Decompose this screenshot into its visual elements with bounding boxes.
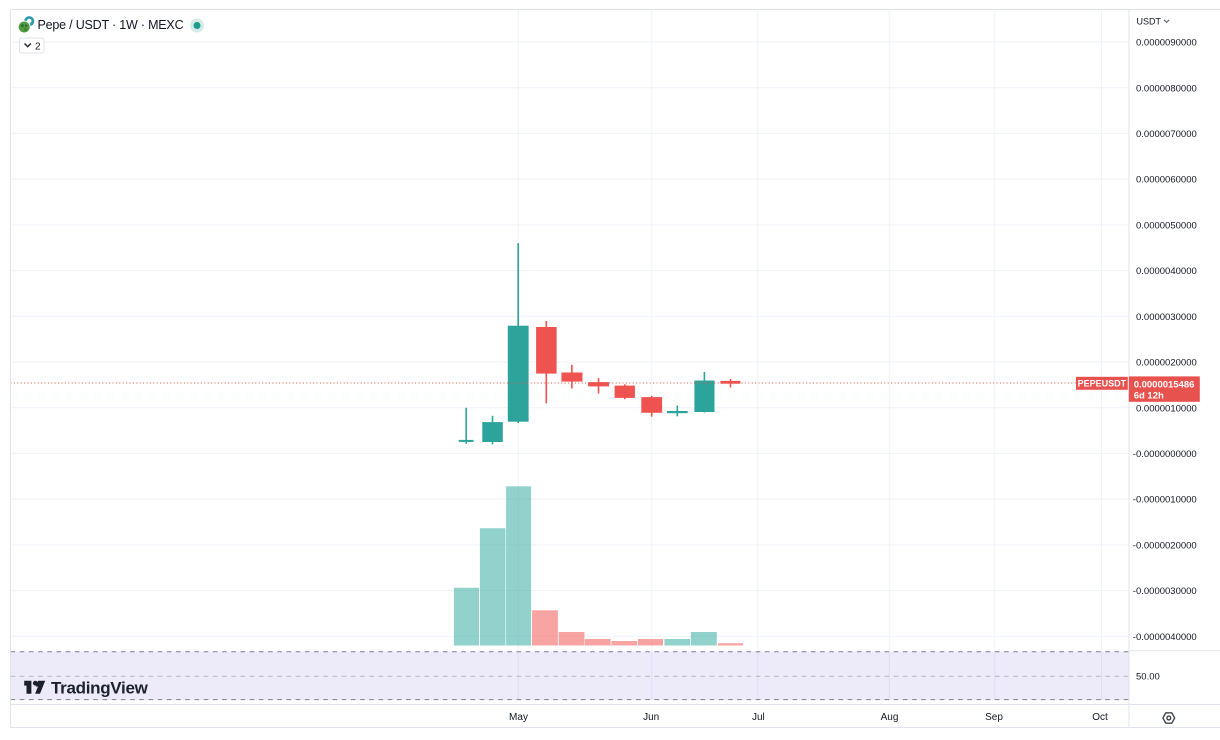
svg-text:May: May — [509, 712, 528, 723]
svg-text:6d 12h: 6d 12h — [1134, 391, 1164, 402]
svg-text:0.0000080000: 0.0000080000 — [1136, 83, 1197, 94]
svg-text:Jul: Jul — [752, 712, 765, 723]
svg-text:2: 2 — [35, 42, 41, 53]
svg-text:0.0000020000: 0.0000020000 — [1136, 358, 1197, 369]
svg-text:-0.0000010000: -0.0000010000 — [1133, 495, 1197, 506]
svg-text:0.0000070000: 0.0000070000 — [1136, 129, 1197, 140]
svg-text:0.0000050000: 0.0000050000 — [1136, 221, 1197, 232]
svg-text:0.0000090000: 0.0000090000 — [1136, 38, 1197, 49]
svg-text:Aug: Aug — [881, 712, 899, 723]
svg-text:Sep: Sep — [985, 712, 1003, 723]
svg-text:0.0000040000: 0.0000040000 — [1136, 266, 1197, 277]
svg-text:Pepe / USDT · 1W · MEXC: Pepe / USDT · 1W · MEXC — [38, 18, 184, 32]
svg-text:50.00: 50.00 — [1136, 672, 1160, 683]
svg-text:0.0000015486: 0.0000015486 — [1134, 379, 1195, 390]
svg-text:0.0000060000: 0.0000060000 — [1136, 175, 1197, 186]
svg-text:PEPEUSDT: PEPEUSDT — [1078, 379, 1127, 389]
svg-text:0.0000010000: 0.0000010000 — [1136, 403, 1197, 414]
svg-text:Jun: Jun — [643, 712, 659, 723]
svg-text:USDT: USDT — [1137, 17, 1162, 27]
svg-text:-0.0000000000: -0.0000000000 — [1133, 449, 1197, 460]
svg-text:0.0000030000: 0.0000030000 — [1136, 312, 1197, 323]
svg-text:TradingView: TradingView — [51, 679, 149, 698]
svg-text:-0.0000020000: -0.0000020000 — [1133, 541, 1197, 552]
svg-text:-0.0000040000: -0.0000040000 — [1133, 632, 1197, 643]
svg-text:Oct: Oct — [1092, 712, 1108, 723]
svg-text:-0.0000030000: -0.0000030000 — [1133, 586, 1197, 597]
